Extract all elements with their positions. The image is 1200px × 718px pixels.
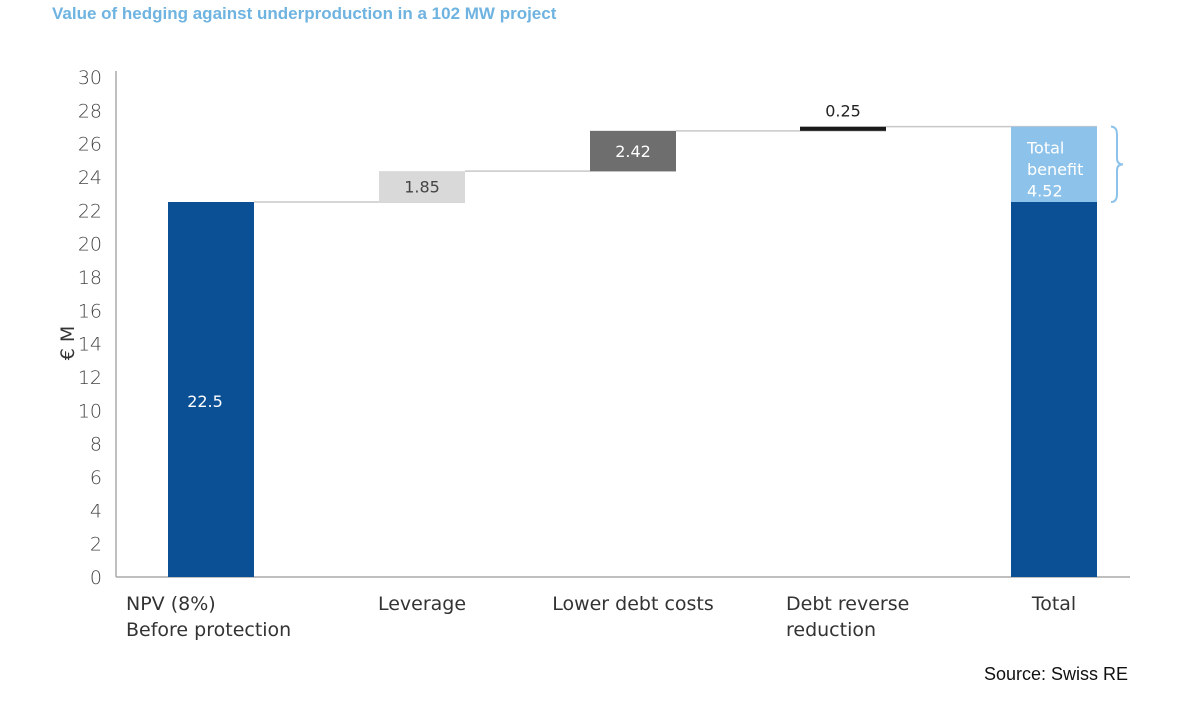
bar-value-label: 1.85 [404,178,440,197]
x-category-label: Leverage [378,593,466,615]
y-tick-label: 16 [78,300,102,322]
y-tick-label: 12 [78,367,102,389]
y-tick-label: 0 [90,567,102,589]
total-benefit-label: 4.52 [1027,182,1063,201]
bar [590,130,676,172]
y-tick-label: 10 [78,400,102,422]
total-benefit-brace [1110,125,1124,203]
x-category-label: Total [1031,593,1076,615]
y-tick-label: 24 [78,167,102,189]
y-tick-label: 30 [78,67,102,89]
bar-value-label: 2.42 [615,142,651,161]
source-note: Source: Swiss RE [983,664,1128,684]
bar [379,171,465,202]
y-tick-label: 6 [90,467,102,489]
x-category-label: Debt reverse [786,593,909,615]
y-tick-label: 2 [90,534,102,556]
total-benefit-label: benefit [1027,160,1083,179]
bar-value-label: 22.5 [187,392,223,411]
y-tick-label: 18 [78,267,102,289]
bar [168,202,254,577]
bar [1011,202,1097,577]
y-tick-label: 26 [78,134,102,156]
x-category-label: Lower debt costs [552,593,714,615]
x-category-label: Before protection [126,619,291,641]
total-benefit-segment [1011,126,1097,202]
y-tick-label: 22 [78,200,102,222]
y-tick-label: 14 [78,334,102,356]
bar-value-label: 0.25 [825,102,861,121]
x-category-label: reduction [786,619,876,641]
total-benefit-label: Total [1026,139,1064,158]
y-axis-label: € M [57,326,79,361]
y-tick-label: 20 [78,234,102,256]
y-tick-label: 8 [90,434,102,456]
chart-title: Value of hedging against underproduction… [52,4,557,23]
y-tick-label: 4 [90,500,102,522]
bar [800,126,886,131]
y-tick-label: 28 [78,100,102,122]
x-category-label: NPV (8%) [126,593,216,615]
